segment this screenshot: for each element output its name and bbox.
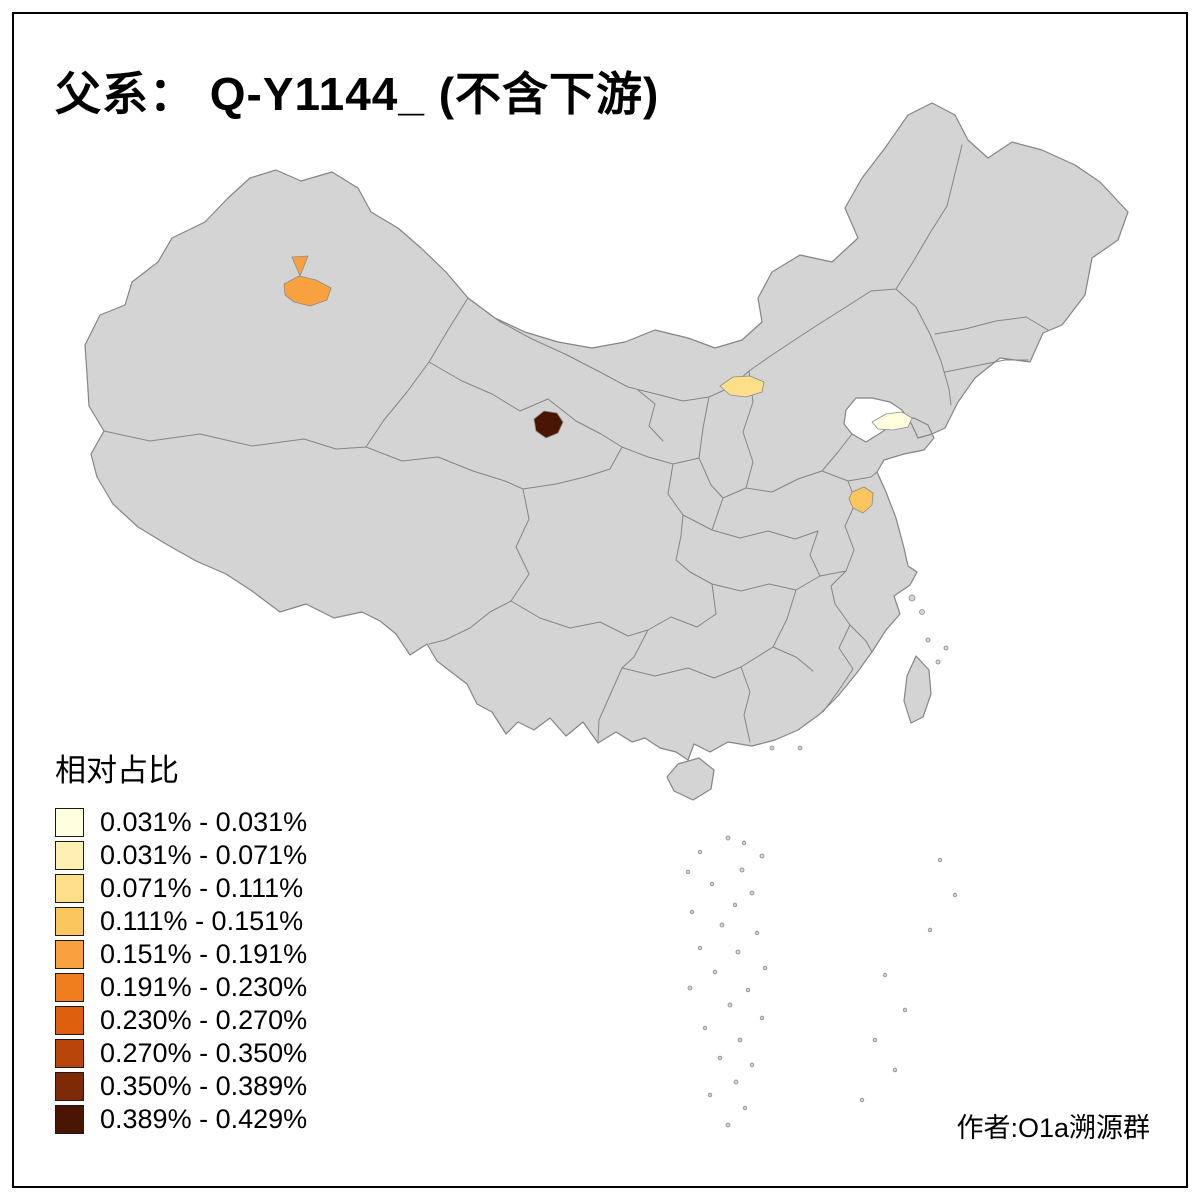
highlight-region-qinghai bbox=[533, 410, 564, 439]
legend-item: 0.111% - 0.151% bbox=[55, 905, 307, 938]
legend-label: 0.111% - 0.151% bbox=[100, 906, 304, 936]
legend-item: 0.191% - 0.230% bbox=[55, 971, 307, 1004]
legend-label: 0.031% - 0.031% bbox=[100, 807, 308, 837]
legend-swatch bbox=[55, 841, 84, 870]
legend-label: 0.031% - 0.071% bbox=[100, 840, 308, 870]
author-credit: 作者:O1a溯源群 bbox=[956, 1113, 1150, 1143]
legend-item: 0.151% - 0.191% bbox=[55, 938, 307, 971]
taiwan-island bbox=[903, 655, 932, 724]
legend-swatch bbox=[55, 1006, 84, 1035]
legend-swatch bbox=[55, 1105, 84, 1134]
south-china-sea-islands bbox=[685, 594, 958, 1128]
page-title: 父系： Q-Y1144_ (不含下游) bbox=[55, 68, 660, 120]
legend-swatch bbox=[55, 1039, 84, 1068]
legend-swatch bbox=[55, 973, 84, 1002]
highlight-region-shandong bbox=[871, 411, 913, 431]
legend-label: 0.230% - 0.270% bbox=[100, 1005, 308, 1035]
legend-label: 0.191% - 0.230% bbox=[100, 972, 308, 1002]
legend-swatch bbox=[55, 808, 84, 837]
legend-item: 0.270% - 0.350% bbox=[55, 1037, 307, 1070]
legend-label: 0.071% - 0.111% bbox=[100, 873, 304, 903]
legend-swatch bbox=[55, 874, 84, 903]
legend-item: 0.071% - 0.111% bbox=[55, 872, 307, 905]
legend-item: 0.031% - 0.071% bbox=[55, 839, 307, 872]
highlight-region-shanxi bbox=[719, 375, 765, 398]
legend-title: 相对占比 bbox=[55, 753, 179, 788]
legend-swatch bbox=[55, 1072, 84, 1101]
highlight-region-jiangsu bbox=[848, 486, 874, 514]
hainan-island bbox=[666, 757, 715, 801]
legend-label: 0.270% - 0.350% bbox=[100, 1038, 308, 1068]
legend-item: 0.031% - 0.031% bbox=[55, 806, 307, 839]
legend: 相对占比 0.031% - 0.031% 0.031% - 0.071% 0.0… bbox=[55, 745, 307, 1136]
legend-swatch bbox=[55, 940, 84, 969]
highlight-region-xinjiang bbox=[283, 255, 332, 307]
legend-item: 0.389% - 0.429% bbox=[55, 1103, 307, 1136]
legend-label: 0.350% - 0.389% bbox=[100, 1071, 308, 1101]
legend-label: 0.151% - 0.191% bbox=[100, 939, 308, 969]
legend-label: 0.389% - 0.429% bbox=[100, 1104, 308, 1134]
legend-swatch bbox=[55, 907, 84, 936]
legend-item: 0.350% - 0.389% bbox=[55, 1070, 307, 1103]
legend-item: 0.230% - 0.270% bbox=[55, 1004, 307, 1037]
province-borders bbox=[103, 144, 1049, 743]
china-mainland-shape bbox=[84, 102, 1129, 761]
